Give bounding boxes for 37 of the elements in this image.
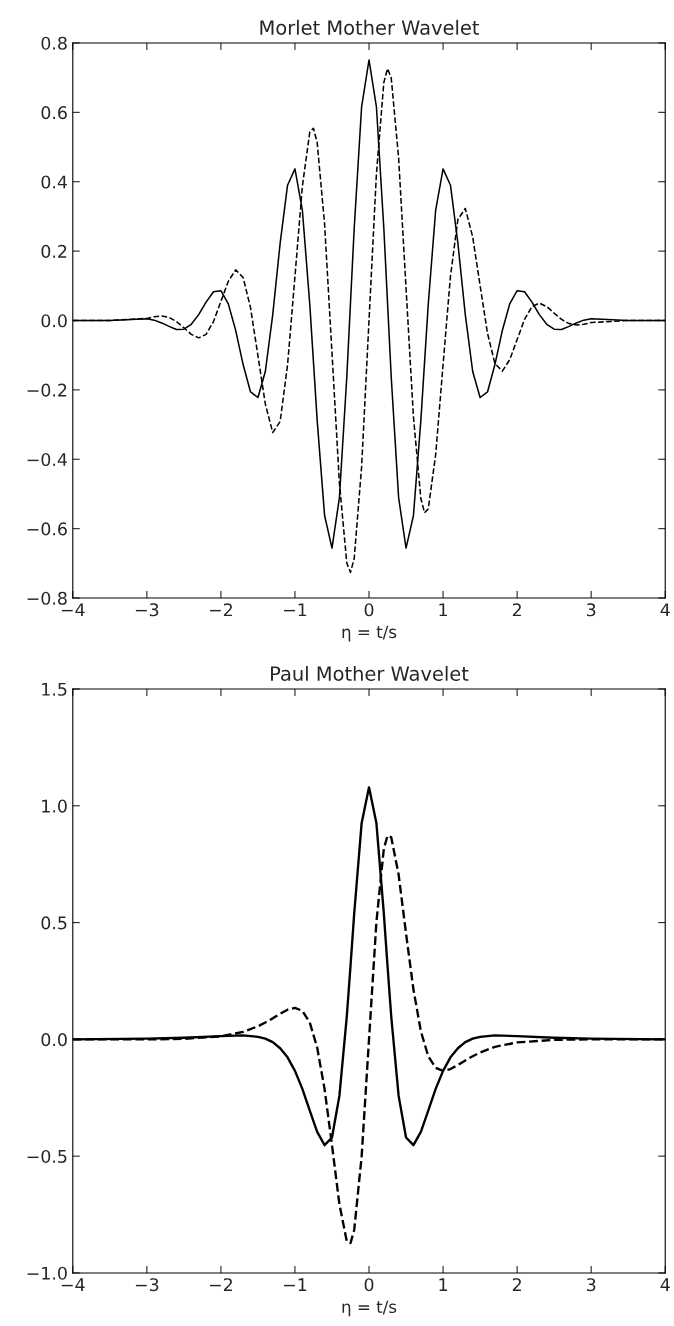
x-tick-label: −1 bbox=[284, 603, 307, 617]
x-tick-label: 0 bbox=[364, 1278, 374, 1292]
y-tick-label: −1.0 bbox=[27, 1266, 67, 1280]
x-tick-label: 2 bbox=[512, 603, 521, 617]
x-tick-label: −1 bbox=[284, 1278, 307, 1292]
x-tick-label: 1 bbox=[439, 1278, 447, 1292]
chart-title: Morlet Mother Wavelet bbox=[260, 19, 480, 35]
y-tick-label: 0.4 bbox=[41, 175, 67, 189]
x-tick-label: −3 bbox=[135, 1278, 159, 1292]
y-tick-label: 0.5 bbox=[41, 916, 67, 930]
y-tick-label: 0.2 bbox=[41, 244, 67, 258]
x-tick-label: 2 bbox=[512, 1278, 521, 1292]
y-tick-label: −0.5 bbox=[27, 1149, 67, 1164]
x-tick-label: 3 bbox=[586, 1278, 596, 1292]
x-tick-label: 0 bbox=[364, 603, 374, 617]
x-tick-label: 4 bbox=[660, 1278, 670, 1292]
x-tick-label: −4 bbox=[61, 603, 85, 617]
y-tick-label: 1.0 bbox=[42, 799, 67, 813]
y-tick-label: 1.5 bbox=[42, 682, 67, 696]
y-tick-label: 0.6 bbox=[41, 106, 67, 120]
x-tick-label: −3 bbox=[135, 603, 159, 617]
chart-title: Paul Mother Wavelet bbox=[271, 665, 469, 681]
x-tick-label: −4 bbox=[61, 1278, 85, 1292]
x-axis-title: η = t/s bbox=[342, 625, 397, 642]
x-tick-label: 3 bbox=[586, 603, 596, 617]
y-tick-label: −0.2 bbox=[27, 383, 67, 397]
x-tick-label: 4 bbox=[660, 603, 670, 617]
y-tick-label: 0.8 bbox=[41, 36, 67, 50]
y-tick-label: 0.0 bbox=[41, 1033, 67, 1047]
x-tick-label: 1 bbox=[439, 603, 447, 617]
x-tick-label: −2 bbox=[209, 603, 232, 617]
x-tick-label: −2 bbox=[209, 1278, 232, 1292]
y-tick-label: −0.8 bbox=[27, 591, 67, 605]
y-tick-label: −0.6 bbox=[27, 522, 67, 536]
y-tick-label: 0.0 bbox=[41, 314, 67, 328]
x-axis-title: η = t/s bbox=[342, 1300, 397, 1317]
y-tick-label: −0.4 bbox=[27, 452, 67, 467]
